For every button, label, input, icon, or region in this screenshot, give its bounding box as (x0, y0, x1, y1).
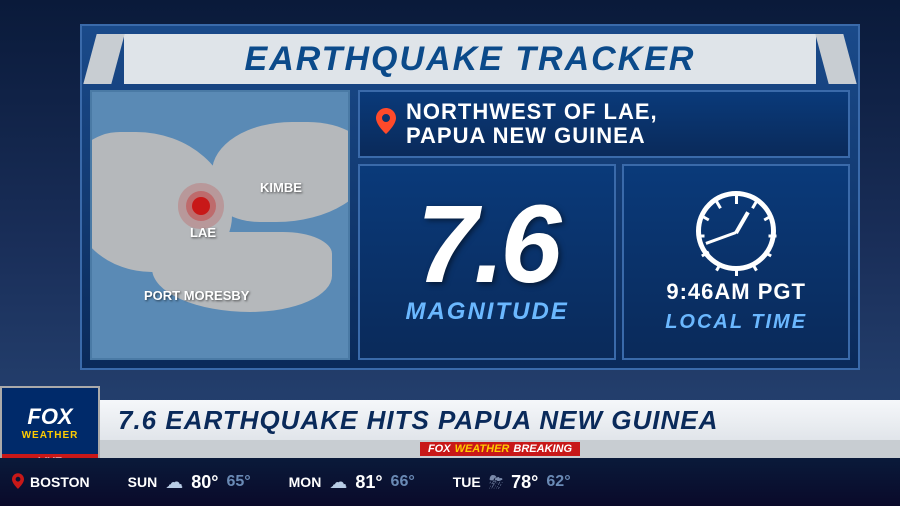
map-label-lae: LAE (190, 225, 216, 240)
right-column: NORTHWEST OF LAE, PAPUA NEW GUINEA 7.6 M… (358, 90, 850, 360)
ticker-city: BOSTON (12, 473, 90, 492)
location-line2: PAPUA NEW GUINEA (406, 124, 658, 148)
cloud-icon: ☁ (329, 472, 347, 493)
magnitude-value: 7.6 (417, 198, 558, 292)
logo-sub: WEATHER (22, 430, 79, 441)
breaking-row: FOX WEATHER BREAKING (100, 440, 900, 458)
cloud-icon: ☁ (165, 472, 183, 493)
network-logo: FOX WEATHER LIVE (0, 386, 100, 458)
panel-title: EARTHQUAKE TRACKER (124, 34, 816, 84)
stats-row: 7.6 MAGNITUDE (358, 164, 850, 360)
map-landmass (212, 122, 350, 222)
breaking-badge: FOX WEATHER BREAKING (420, 442, 580, 456)
temp-hi: 81° (355, 472, 382, 493)
time-value: 9:46AM PGT (666, 279, 806, 305)
temp-lo: 62° (546, 473, 570, 491)
headline-text: 7.6 EARTHQUAKE HITS PAPUA NEW GUINEA (100, 400, 900, 440)
day-label: TUE (453, 474, 481, 490)
day-label: SUN (128, 474, 158, 490)
ticker-day: SUN ☁ 80° 65° (128, 472, 251, 493)
magnitude-box: 7.6 MAGNITUDE (358, 164, 616, 360)
clock-icon (696, 191, 776, 271)
location-box: NORTHWEST OF LAE, PAPUA NEW GUINEA (358, 90, 850, 158)
temp-lo: 66° (391, 473, 415, 491)
temp-hi: 78° (511, 472, 538, 493)
pin-icon (376, 108, 396, 140)
lower-third: FOX WEATHER LIVE 7.6 EARTHQUAKE HITS PAP… (0, 400, 900, 458)
epicenter-marker (192, 197, 210, 215)
ticker-day: MON ☁ 81° 66° (289, 472, 415, 493)
storm-icon: ⛈ (489, 472, 503, 493)
ticker-city-name: BOSTON (30, 474, 90, 490)
map-box: KIMBE LAE PORT MORESBY (90, 90, 350, 360)
breaking-sub: WEATHER (455, 443, 510, 455)
logo-brand: FOX (27, 404, 72, 430)
header-decor-right (815, 34, 856, 84)
map-label-port-moresby: PORT MORESBY (144, 288, 249, 303)
time-label: LOCAL TIME (665, 311, 807, 334)
map-label-kimbe: KIMBE (260, 180, 302, 195)
tracker-panel: EARTHQUAKE TRACKER KIMBE LAE PORT MORESB… (80, 24, 860, 370)
header-row: EARTHQUAKE TRACKER (90, 34, 850, 84)
magnitude-label: MAGNITUDE (405, 298, 568, 326)
location-text: NORTHWEST OF LAE, PAPUA NEW GUINEA (406, 100, 658, 148)
temp-lo: 65° (226, 473, 250, 491)
time-box: 9:46AM PGT LOCAL TIME (622, 164, 850, 360)
temp-hi: 80° (191, 472, 218, 493)
breaking-brand: FOX (428, 443, 451, 455)
content-row: KIMBE LAE PORT MORESBY NORTHWEST OF LAE,… (90, 90, 850, 360)
ticker-day: TUE ⛈ 78° 62° (453, 472, 571, 493)
location-line1: NORTHWEST OF LAE, (406, 100, 658, 124)
header-decor-left (83, 34, 124, 84)
pin-icon (12, 473, 24, 492)
headline-box: 7.6 EARTHQUAKE HITS PAPUA NEW GUINEA FOX… (100, 400, 900, 458)
breaking-text: BREAKING (513, 443, 572, 455)
weather-ticker: BOSTON SUN ☁ 80° 65° MON ☁ 81° 66° TUE ⛈… (0, 458, 900, 506)
day-label: MON (289, 474, 322, 490)
